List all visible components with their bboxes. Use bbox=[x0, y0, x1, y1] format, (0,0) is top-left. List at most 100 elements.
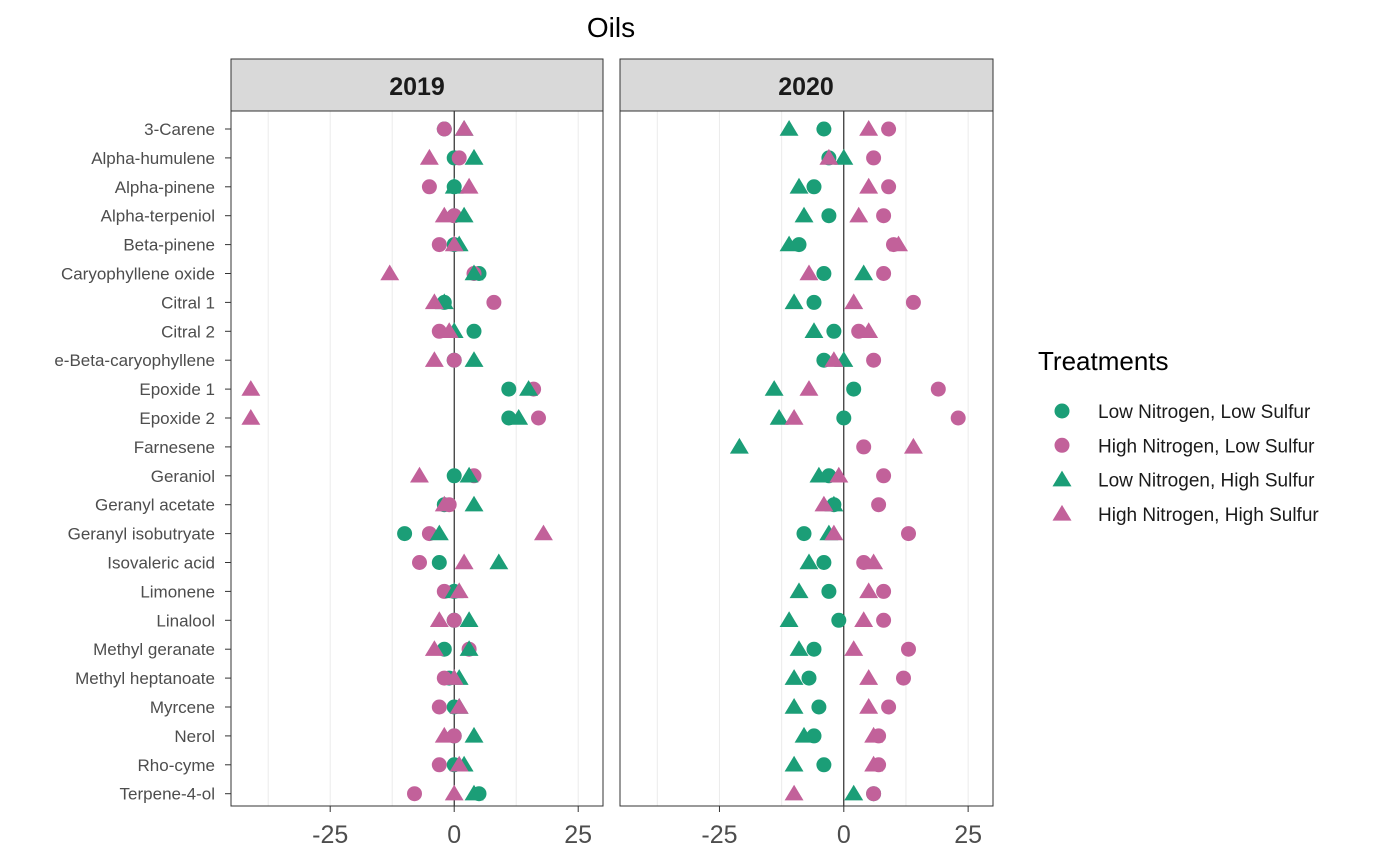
y-tick-label: Citral 1 bbox=[161, 293, 215, 312]
point-circle bbox=[816, 757, 832, 773]
point-triangle bbox=[439, 322, 459, 338]
point-triangle bbox=[729, 437, 749, 454]
point-triangle bbox=[794, 726, 814, 743]
legend-label: Low Nitrogen, High Sulfur bbox=[1098, 471, 1315, 492]
point-triangle bbox=[454, 120, 474, 136]
point-triangle bbox=[410, 466, 429, 483]
point-circle bbox=[901, 526, 916, 542]
point-triangle bbox=[459, 177, 479, 194]
point-triangle bbox=[859, 698, 879, 714]
point-circle bbox=[446, 612, 462, 628]
panel-2020: 2020 -25 0 25 bbox=[619, 58, 994, 849]
point-triangle bbox=[824, 524, 844, 541]
y-tick-label: Rho-cyme bbox=[138, 756, 215, 775]
point-circle bbox=[826, 323, 842, 339]
y-tick-label: Caryophyllene oxide bbox=[61, 265, 215, 284]
point-circle bbox=[531, 410, 546, 426]
point-circle bbox=[801, 670, 817, 686]
point-circle bbox=[436, 121, 452, 137]
point-circle bbox=[446, 468, 462, 484]
legend-title: Treatments bbox=[1038, 346, 1169, 376]
point-triangle bbox=[464, 351, 484, 367]
point-triangle bbox=[794, 206, 814, 223]
point-circle bbox=[876, 266, 892, 281]
x-tick-label: 25 bbox=[564, 821, 592, 849]
point-triangle bbox=[859, 669, 879, 685]
point-circle bbox=[816, 266, 832, 281]
point-triangle bbox=[864, 755, 884, 772]
point-circle bbox=[796, 526, 812, 542]
y-tick-label: Isovaleric acid bbox=[107, 554, 215, 573]
point-circle bbox=[466, 323, 482, 339]
point-triangle bbox=[784, 293, 804, 310]
point-triangle bbox=[449, 698, 469, 714]
point-triangle bbox=[241, 409, 261, 425]
y-tick-label: Terpene-4-ol bbox=[120, 785, 215, 804]
point-triangle bbox=[834, 148, 854, 165]
point-circle bbox=[431, 555, 447, 570]
point-triangle bbox=[419, 148, 439, 165]
point-triangle bbox=[809, 466, 829, 483]
y-tick-label: Farnesene bbox=[134, 438, 215, 457]
data-points bbox=[241, 120, 553, 802]
point-triangle bbox=[789, 177, 809, 194]
point-triangle bbox=[434, 206, 454, 223]
point-triangle bbox=[464, 495, 484, 512]
y-tick-label: Methyl heptanoate bbox=[75, 669, 215, 688]
point-circle bbox=[421, 179, 437, 195]
point-triangle bbox=[844, 784, 864, 801]
strip-label: 2019 bbox=[389, 73, 445, 101]
x-tick-label: -25 bbox=[701, 821, 737, 849]
x-tick-label: -25 bbox=[312, 821, 348, 849]
y-tick-label: Methyl geranate bbox=[93, 640, 215, 659]
y-tick-label: Geranyl acetate bbox=[95, 496, 215, 515]
y-tick-label: Geranyl isobutryate bbox=[68, 525, 215, 544]
y-tick-label: Myrcene bbox=[150, 698, 215, 717]
point-triangle bbox=[789, 640, 809, 656]
point-circle bbox=[876, 208, 892, 224]
point-triangle bbox=[859, 120, 879, 136]
point-circle bbox=[816, 121, 832, 137]
point-triangle bbox=[844, 640, 864, 656]
point-circle bbox=[821, 208, 837, 224]
chart-title: Oils bbox=[587, 12, 635, 43]
point-triangle bbox=[784, 409, 804, 425]
point-triangle bbox=[859, 322, 879, 338]
point-triangle bbox=[789, 582, 809, 599]
legend-items: Low Nitrogen, Low Sulfur High Nitrogen, L… bbox=[1052, 402, 1319, 526]
point-triangle bbox=[434, 495, 454, 512]
point-triangle bbox=[784, 755, 804, 772]
point-triangle bbox=[424, 293, 444, 310]
legend: Treatments Low Nitrogen, Low Sulfur High … bbox=[1038, 346, 1319, 526]
strip-background bbox=[230, 58, 604, 112]
point-triangle bbox=[814, 495, 834, 512]
point-triangle bbox=[799, 264, 819, 281]
point-circle bbox=[446, 352, 462, 368]
point-triangle bbox=[449, 755, 469, 772]
y-tick-label: 3-Carene bbox=[144, 120, 215, 139]
point-circle bbox=[930, 381, 946, 397]
x-tick-label: 0 bbox=[837, 821, 851, 849]
point-circle bbox=[876, 612, 892, 628]
point-circle bbox=[821, 583, 837, 599]
point-triangle bbox=[784, 698, 804, 714]
y-tick-label: Nerol bbox=[174, 727, 215, 746]
point-circle bbox=[501, 381, 517, 397]
point-triangle bbox=[819, 148, 839, 165]
point-triangle bbox=[804, 322, 824, 338]
point-circle bbox=[866, 786, 882, 802]
point-circle bbox=[856, 439, 872, 455]
y-tick-label: Citral 2 bbox=[161, 322, 215, 341]
strip-label: 2020 bbox=[778, 73, 834, 101]
y-tick-label: Beta-pinene bbox=[123, 236, 215, 255]
legend-label: High Nitrogen, High Sulfur bbox=[1098, 505, 1319, 526]
point-triangle bbox=[459, 640, 479, 656]
point-triangle bbox=[464, 264, 484, 281]
point-triangle bbox=[829, 466, 849, 483]
point-triangle bbox=[534, 524, 553, 541]
point-triangle bbox=[444, 669, 464, 685]
point-triangle bbox=[904, 437, 923, 454]
point-circle bbox=[876, 468, 892, 484]
x-axis: -25 0 25 bbox=[312, 806, 592, 849]
point-triangle bbox=[784, 784, 804, 801]
